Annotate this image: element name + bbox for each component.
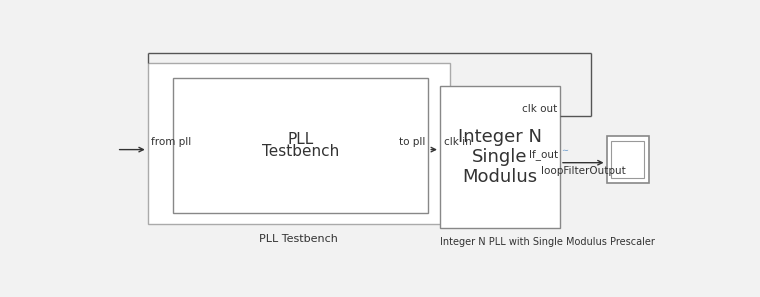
Text: ∼: ∼	[562, 146, 568, 155]
Text: Modulus: Modulus	[462, 168, 537, 186]
Bar	[147, 63, 450, 224]
Text: Testbench: Testbench	[261, 144, 339, 159]
Bar	[173, 78, 428, 213]
Text: Single: Single	[472, 148, 527, 166]
Text: clk in: clk in	[444, 137, 471, 147]
Bar	[606, 136, 649, 184]
Text: from pll: from pll	[150, 137, 191, 147]
Bar	[440, 86, 560, 228]
Bar	[611, 141, 644, 178]
Text: lf_out: lf_out	[528, 149, 558, 160]
Text: PLL Testbench: PLL Testbench	[259, 233, 338, 244]
Text: loopFilterOutput: loopFilterOutput	[541, 166, 625, 176]
Text: Integer N: Integer N	[458, 128, 542, 146]
Text: to pll: to pll	[399, 137, 425, 147]
Text: clk out: clk out	[522, 104, 558, 114]
Text: Integer N PLL with Single Modulus Prescaler: Integer N PLL with Single Modulus Presca…	[440, 237, 655, 247]
Text: PLL: PLL	[287, 132, 313, 147]
